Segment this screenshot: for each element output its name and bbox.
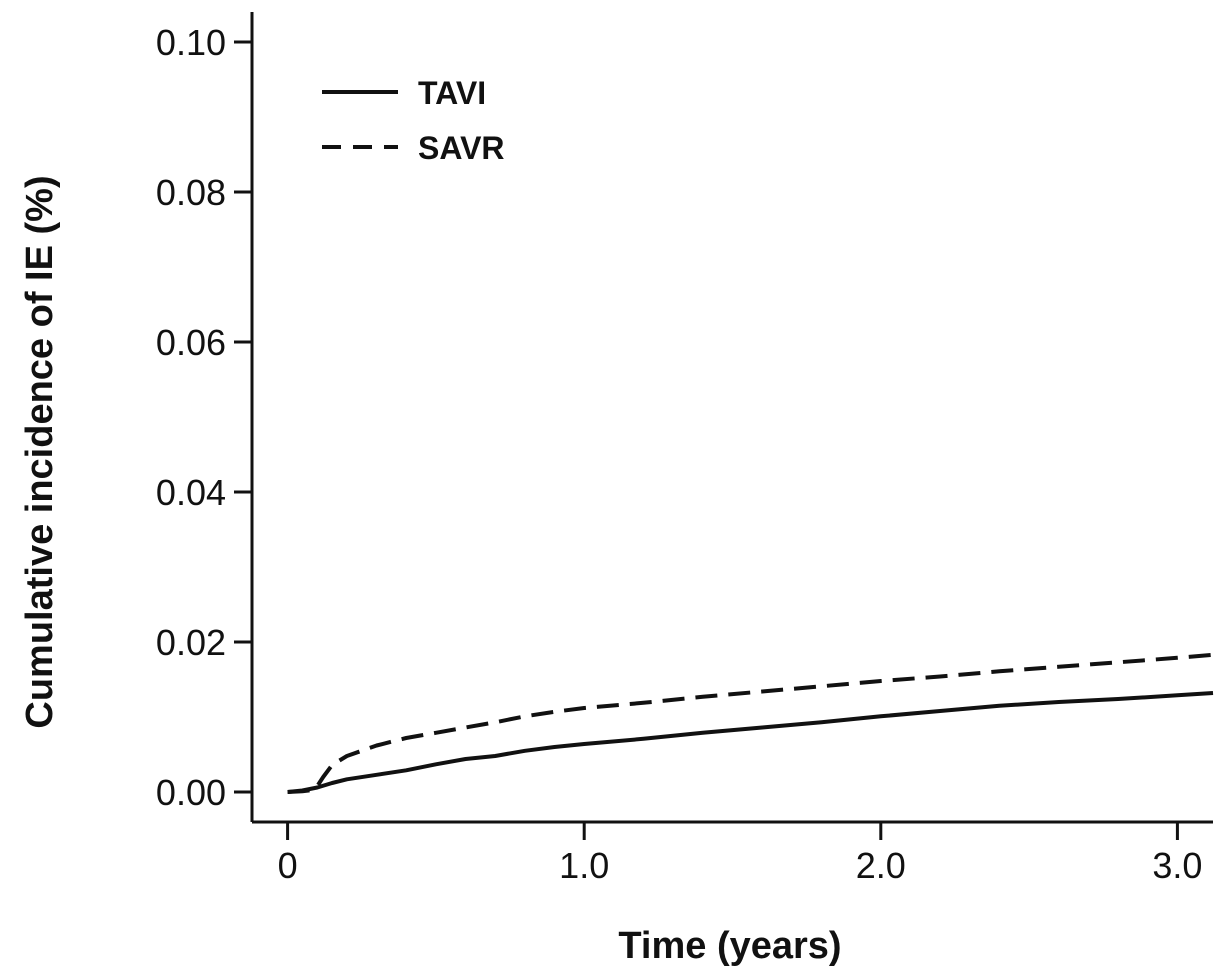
legend: TAVI SAVR <box>322 75 505 166</box>
x-axis-title: Time (years) <box>618 925 841 967</box>
y-axis-title: Cumulative incidence of IE (%) <box>19 175 61 728</box>
legend-entry-tavi: TAVI <box>322 75 486 111</box>
x-axis-ticks: 0 1.0 2.0 3.0 <box>278 822 1202 886</box>
chart-axes <box>250 12 1213 824</box>
x-tick-label: 1.0 <box>559 845 609 886</box>
series-layer <box>287 652 1214 794</box>
legend-label-savr: SAVR <box>418 130 505 166</box>
series-line-savr <box>287 652 1214 794</box>
legend-label-tavi: TAVI <box>418 75 486 111</box>
x-tick-label: 0 <box>278 845 298 886</box>
y-tick-label: 0.08 <box>156 172 226 213</box>
legend-entry-savr: SAVR <box>322 130 505 166</box>
y-axis-ticks: 0.00 0.02 0.04 0.06 0.08 0.10 <box>156 22 252 813</box>
series-line-tavi <box>287 691 1214 794</box>
y-tick-label: 0.04 <box>156 472 226 513</box>
x-tick-label: 3.0 <box>1152 845 1202 886</box>
y-tick-label: 0.06 <box>156 322 226 363</box>
x-tick-label: 2.0 <box>856 845 906 886</box>
y-tick-label: 0.10 <box>156 22 226 63</box>
y-tick-label: 0.00 <box>156 772 226 813</box>
y-tick-label: 0.02 <box>156 622 226 663</box>
